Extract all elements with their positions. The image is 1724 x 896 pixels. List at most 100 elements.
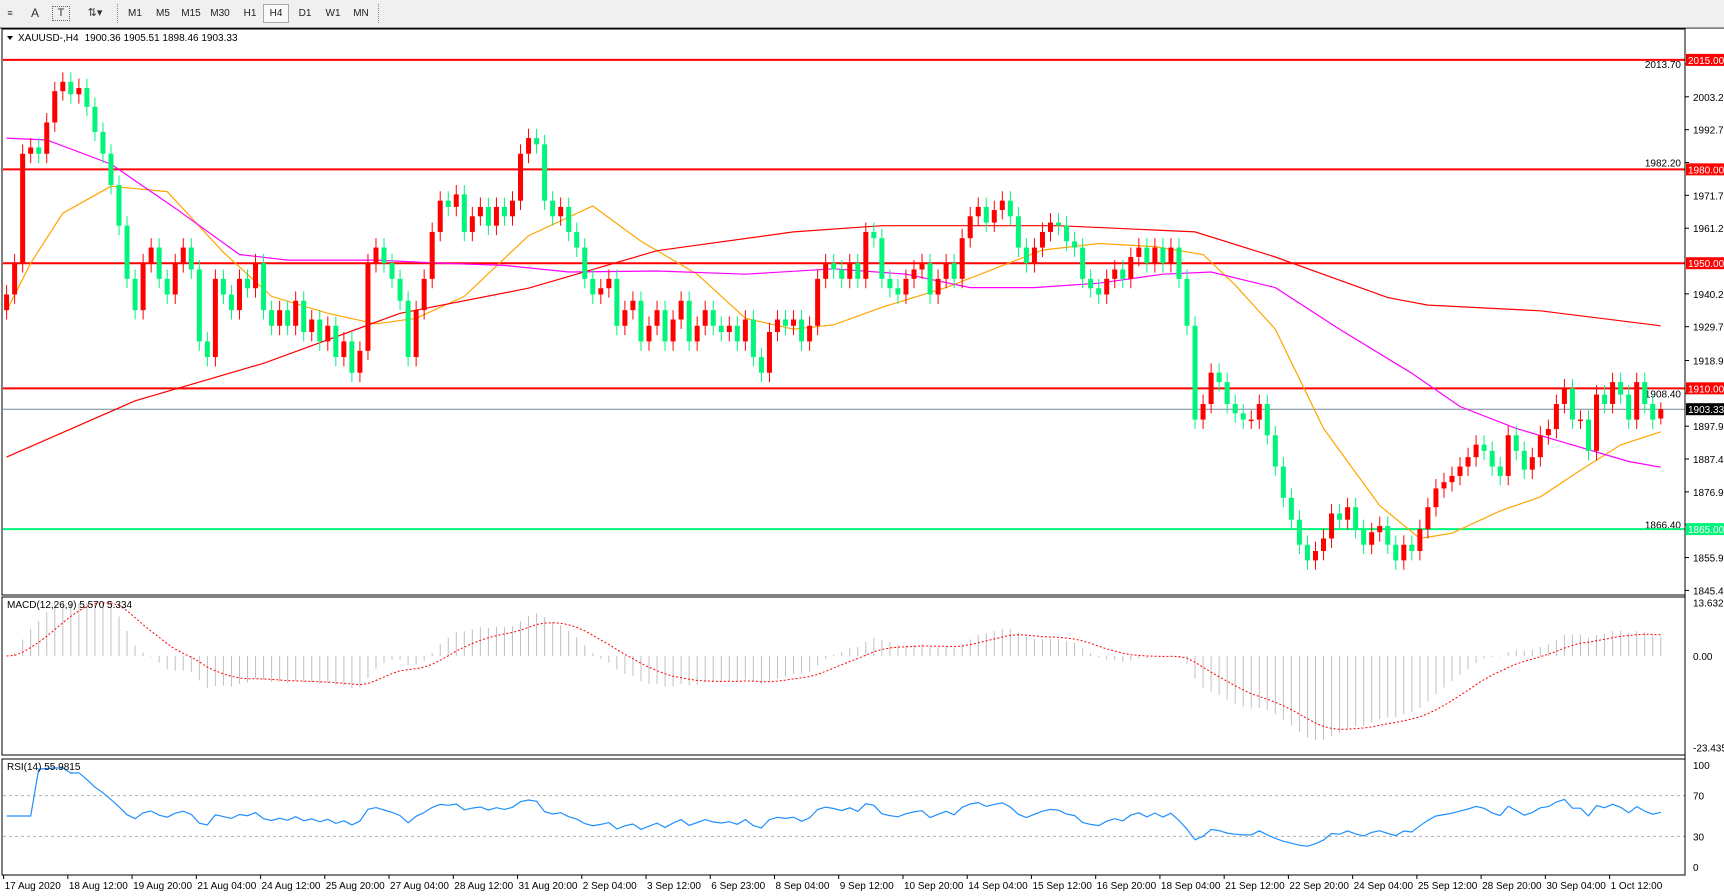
price-axis-label: 1866.40 bbox=[1645, 521, 1682, 532]
candle-body bbox=[269, 310, 275, 326]
candle-body bbox=[566, 206, 572, 232]
candle-body bbox=[542, 144, 548, 201]
candle-body bbox=[1513, 435, 1519, 451]
time-axis-label: 15 Sep 12:00 bbox=[1032, 881, 1092, 892]
rsi-axis-label: 100 bbox=[1693, 761, 1710, 772]
candle-body bbox=[1441, 482, 1447, 489]
candle-body bbox=[437, 200, 443, 232]
candle-body bbox=[847, 263, 853, 279]
candle-body bbox=[365, 263, 371, 351]
candle-body bbox=[766, 332, 772, 373]
candle-body bbox=[1280, 466, 1286, 498]
candle-body bbox=[1216, 372, 1222, 383]
candle-body bbox=[349, 341, 355, 373]
candle-body bbox=[1642, 382, 1648, 404]
time-axis-label: 24 Aug 12:00 bbox=[262, 881, 321, 892]
rsi-panel bbox=[1, 758, 1686, 876]
candle-body bbox=[622, 310, 628, 326]
level-price-tag bbox=[1686, 257, 1724, 270]
rsi-axis-label: 0 bbox=[1693, 863, 1699, 874]
price-axis-label: 1876.90 bbox=[1693, 488, 1724, 499]
price-axis-label: 1855.90 bbox=[1693, 554, 1724, 565]
candle-body bbox=[4, 294, 10, 311]
timeframe-m15[interactable]: M15 bbox=[181, 8, 201, 19]
candle-body bbox=[1064, 225, 1070, 242]
candle-body bbox=[855, 263, 861, 279]
candle-body bbox=[799, 319, 805, 342]
candle-body bbox=[236, 278, 242, 311]
candle-body bbox=[654, 310, 660, 326]
timeframe-m5[interactable]: M5 bbox=[156, 8, 170, 19]
candle-body bbox=[20, 153, 26, 264]
candle-body bbox=[1312, 550, 1318, 561]
candle-body bbox=[750, 319, 756, 358]
timeframe-m30[interactable]: M30 bbox=[210, 8, 230, 19]
candle-body bbox=[421, 278, 427, 311]
arrows-icon[interactable]: ⇅▾ bbox=[87, 7, 103, 19]
candle-body bbox=[630, 300, 636, 311]
timeframe-m1[interactable]: M1 bbox=[128, 8, 142, 19]
candle-body bbox=[132, 278, 138, 311]
candle-body bbox=[485, 206, 491, 226]
candle-body bbox=[1433, 488, 1439, 508]
moving-average-line bbox=[6, 225, 1661, 458]
candle-body bbox=[1594, 394, 1600, 451]
candle-body bbox=[999, 200, 1005, 211]
candle-body bbox=[1561, 388, 1567, 404]
time-axis-label: 22 Sep 20:00 bbox=[1289, 881, 1349, 892]
candle-body bbox=[1658, 409, 1664, 419]
candle-body bbox=[1015, 216, 1021, 248]
candle-body bbox=[1481, 444, 1487, 451]
candle-body bbox=[317, 319, 323, 342]
toolbar-separator bbox=[117, 4, 120, 23]
timeframe-d1[interactable]: D1 bbox=[298, 8, 312, 19]
time-axis-label: 24 Sep 04:00 bbox=[1354, 881, 1414, 892]
candle-body bbox=[1136, 247, 1142, 257]
candle-body bbox=[325, 325, 331, 342]
text-box-icon[interactable]: T bbox=[52, 6, 70, 21]
candle-body bbox=[509, 200, 515, 217]
candle-body bbox=[871, 231, 877, 239]
time-axis-label: 27 Aug 04:00 bbox=[390, 881, 449, 892]
candle-body bbox=[1553, 403, 1559, 429]
candle-body bbox=[734, 325, 740, 342]
candle-body bbox=[558, 206, 564, 217]
candle-body bbox=[44, 122, 50, 154]
candle-body bbox=[879, 238, 885, 279]
timeframe-w1[interactable]: W1 bbox=[325, 8, 341, 19]
timeframe-h1[interactable]: H1 bbox=[243, 8, 257, 19]
candle-body bbox=[196, 269, 202, 342]
chart-header: XAUUSD-,H4 1900.36 1905.51 1898.46 1903.3… bbox=[7, 33, 238, 44]
candle-body bbox=[694, 325, 700, 342]
candle-body bbox=[1184, 278, 1190, 326]
candle-body bbox=[1272, 435, 1278, 467]
candle-body bbox=[1072, 241, 1078, 248]
candle-body bbox=[1489, 450, 1495, 467]
candle-body bbox=[140, 263, 146, 311]
candle-body bbox=[1385, 525, 1391, 545]
candles bbox=[4, 72, 1664, 570]
candle-body bbox=[1417, 529, 1423, 551]
candle-body bbox=[662, 310, 668, 342]
time-axis-label: 19 Aug 20:00 bbox=[133, 881, 192, 892]
candle-body bbox=[461, 194, 467, 232]
chart-window[interactable]: XAUUSD-,H4 1900.36 1905.51 1898.46 1903.3… bbox=[0, 28, 1724, 896]
candle-body bbox=[1168, 247, 1174, 264]
candle-body bbox=[373, 247, 379, 264]
candle-body bbox=[807, 325, 813, 342]
candle-body bbox=[903, 278, 909, 295]
grid-f-icon[interactable]: ≡ bbox=[7, 8, 13, 18]
candle-body bbox=[831, 263, 837, 270]
candle-body bbox=[1602, 394, 1608, 404]
time-axis-label: 21 Aug 04:00 bbox=[197, 881, 256, 892]
price-axis-label: 1887.40 bbox=[1693, 455, 1724, 466]
timeframe-mn[interactable]: MN bbox=[353, 8, 369, 19]
price-axis-label: 1940.20 bbox=[1693, 290, 1724, 301]
candle-body bbox=[1232, 403, 1238, 414]
candle-body bbox=[638, 300, 644, 342]
timeframe-h4[interactable]: H4 bbox=[263, 4, 289, 23]
candle-body bbox=[285, 310, 291, 326]
candle-body bbox=[718, 325, 724, 333]
text-a-icon[interactable]: A bbox=[30, 6, 39, 20]
ohlc-label: 1900.36 1905.51 1898.46 1903.33 bbox=[85, 33, 238, 44]
